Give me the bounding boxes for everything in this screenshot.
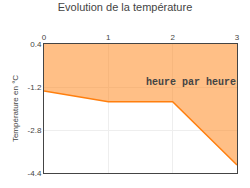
svg-text:1: 1 xyxy=(106,33,111,42)
svg-text:Evolution de la température: Evolution de la température xyxy=(58,1,193,13)
svg-text:-4.4: -4.4 xyxy=(28,169,42,178)
svg-text:0.4: 0.4 xyxy=(30,40,42,49)
svg-text:Température en °C: Température en °C xyxy=(11,75,20,142)
svg-text:3: 3 xyxy=(235,33,240,42)
svg-text:heure par heure: heure par heure xyxy=(146,77,236,88)
svg-text:-2.8: -2.8 xyxy=(28,126,42,135)
svg-text:0: 0 xyxy=(42,33,47,42)
svg-text:-1.2: -1.2 xyxy=(28,83,42,92)
svg-text:2: 2 xyxy=(170,33,175,42)
